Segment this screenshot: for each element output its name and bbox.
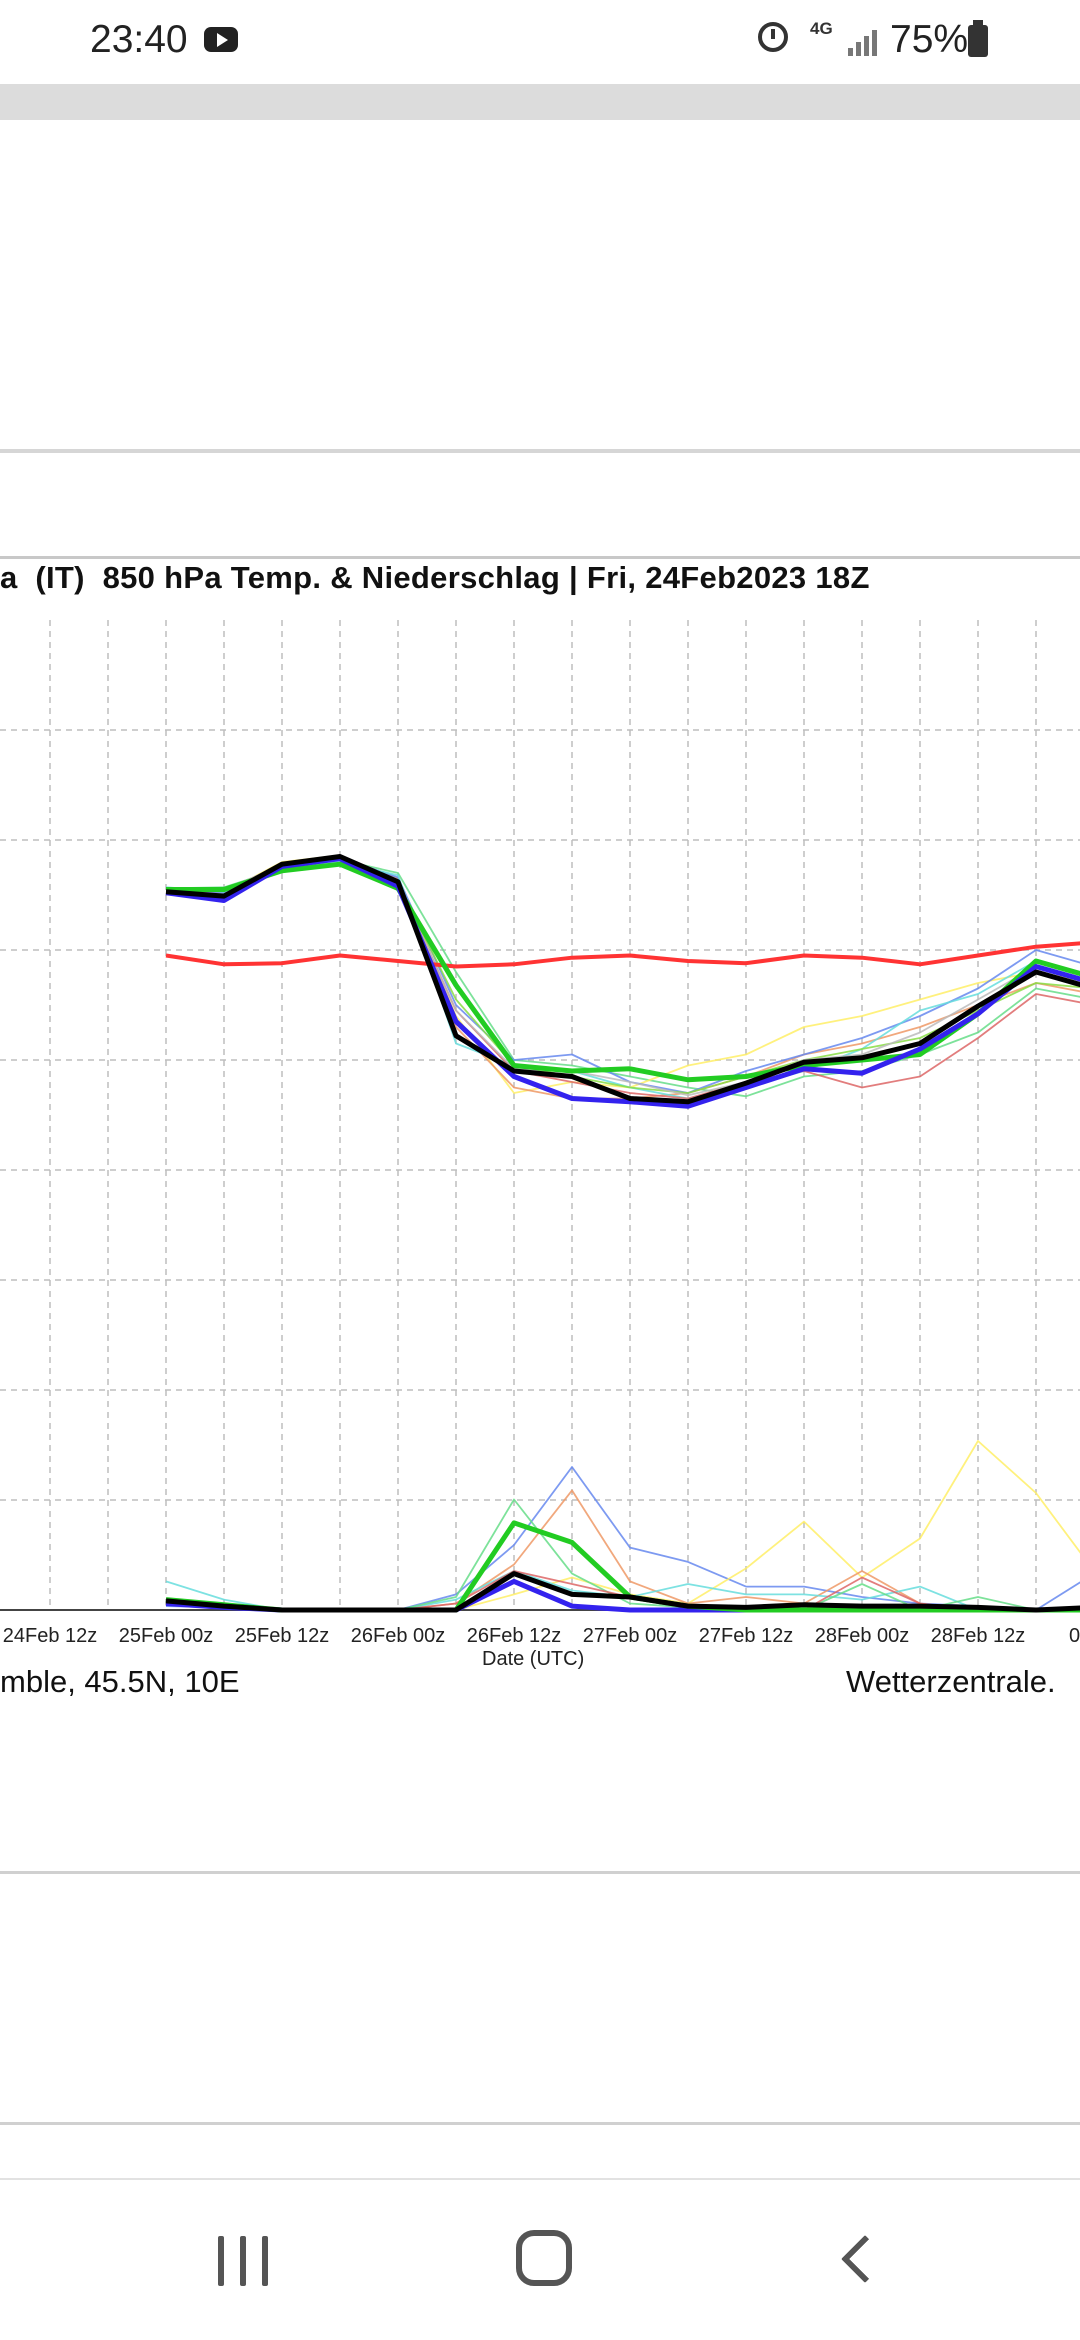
nav-divider xyxy=(0,2178,1080,2180)
temp-member-line-6 xyxy=(166,858,1080,1094)
status-bar: 23:40 4G 75% xyxy=(0,0,1080,84)
network-type: 4G xyxy=(810,19,833,38)
navigation-bar xyxy=(0,2180,1080,2340)
recents-icon[interactable] xyxy=(218,2236,272,2286)
x-axis-ticks: 24Feb 12z 25Feb 00z 25Feb 12z 26Feb 00z 26Fe… xyxy=(3,1625,1080,1647)
temp-main-line-3 xyxy=(165,854,1080,1105)
alarm-icon xyxy=(758,22,788,52)
temp-member-line-1 xyxy=(165,854,1080,1094)
status-time: 23:40 xyxy=(90,18,188,61)
browser-toolbar-edge xyxy=(0,84,1080,120)
x-axis-label: Date (UTC) xyxy=(482,1648,585,1670)
x-tick-label: 28Feb 12z xyxy=(931,1625,1026,1647)
x-tick-label: 24Feb 12z xyxy=(3,1625,98,1647)
section-divider xyxy=(0,556,1080,559)
temp-member-line-7 xyxy=(166,857,1080,1097)
precipitation-series xyxy=(165,1440,1080,1613)
youtube-icon xyxy=(204,27,238,52)
home-icon[interactable] xyxy=(516,2230,572,2286)
temp-main-line-1 xyxy=(166,861,1080,1083)
x-tick-label: 25Feb 00z xyxy=(119,1625,214,1647)
temp-member-line-3 xyxy=(165,856,1080,1094)
temp-main-line-0 xyxy=(165,941,1080,969)
back-icon[interactable] xyxy=(834,2236,882,2284)
chart-grid xyxy=(0,620,1080,1611)
temp-member-line-4 xyxy=(165,861,1080,1100)
chart-source-right: Wetterzentrale. xyxy=(846,1664,1056,1699)
x-tick-label: 26Feb 00z xyxy=(351,1625,446,1647)
section-divider xyxy=(0,1871,1080,1874)
section-divider xyxy=(0,2122,1080,2125)
section-divider xyxy=(0,449,1080,453)
x-tick-label: 28Feb 00z xyxy=(815,1625,910,1647)
chart-source-left: mble, 45.5N, 10E xyxy=(0,1664,240,1699)
chart-title: a (IT) 850 hPa Temp. & Niederschlag | Fr… xyxy=(0,560,870,595)
x-tick-label: 27Feb 00z xyxy=(583,1625,678,1647)
battery-percent: 75% xyxy=(890,18,969,61)
x-tick-label: 01Ma xyxy=(1069,1625,1080,1647)
temp-member-line-5 xyxy=(165,854,1080,1100)
x-tick-label: 27Feb 12z xyxy=(699,1625,794,1647)
precip-member-line-1 xyxy=(165,1440,1080,1611)
precip-main-line-2 xyxy=(165,1571,1080,1613)
x-tick-label: 26Feb 12z xyxy=(467,1625,562,1647)
temperature-series xyxy=(165,854,1080,1109)
signal-icon xyxy=(848,22,878,56)
x-tick-label: 25Feb 12z xyxy=(235,1625,330,1647)
ensemble-chart: 24Feb 12z 25Feb 00z 25Feb 12z 26Feb 00z 26Fe… xyxy=(0,620,1080,1647)
battery-icon xyxy=(968,20,988,57)
